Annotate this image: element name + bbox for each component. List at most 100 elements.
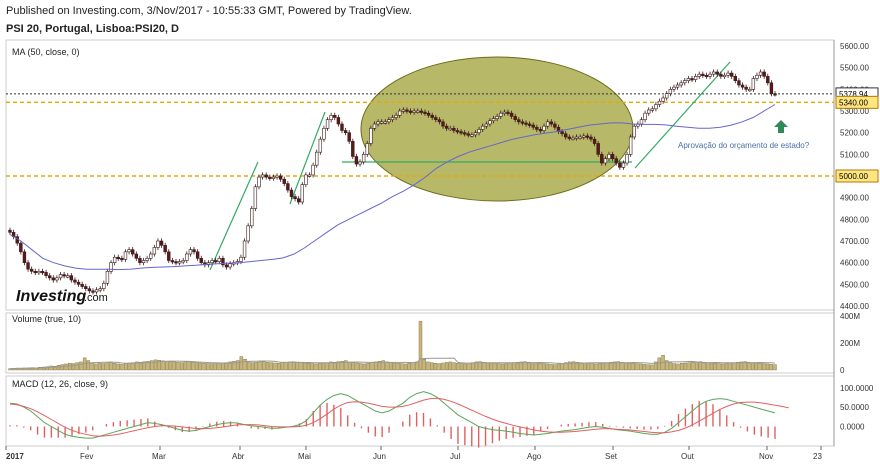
volume-bar [276, 363, 281, 371]
volume-bar [512, 362, 516, 371]
volume-bar [209, 363, 214, 371]
candle-body [564, 133, 568, 138]
volume-bar [691, 361, 695, 371]
candle-body [318, 138, 323, 153]
price-tick-label: 4600.00 [840, 259, 869, 268]
candle-body [643, 112, 647, 120]
candle-body [347, 132, 351, 142]
volume-bar [176, 361, 180, 371]
candle-body [766, 76, 770, 84]
volume-bar [135, 361, 139, 371]
candle-body [748, 89, 752, 92]
candle-body [603, 158, 608, 164]
volume-bar [355, 362, 359, 371]
volume-bar [38, 367, 42, 371]
candle-body [499, 112, 503, 117]
volume-bar [635, 363, 639, 371]
candle-body [686, 78, 691, 81]
volume-bar [381, 360, 385, 371]
volume-bar [441, 362, 445, 371]
volume-bar [206, 363, 210, 371]
volume-bar [247, 361, 251, 371]
volume-bar [683, 362, 688, 371]
candle-body [726, 72, 730, 76]
volume-bar [8, 368, 12, 371]
volume-bar [254, 361, 258, 371]
volume-bar [370, 362, 374, 371]
price-tick-label: 4400.00 [840, 302, 869, 311]
candle-body [351, 141, 355, 157]
ma-line [9, 104, 776, 271]
volume-bar [508, 362, 512, 371]
macd-tick-label: 50.0000 [840, 403, 869, 412]
volume-bar [426, 361, 430, 371]
candle-body [675, 84, 680, 88]
volume-bar [123, 363, 128, 371]
candle-body [625, 154, 629, 164]
volume-bar [127, 362, 132, 371]
candle-body [315, 151, 319, 166]
candle-body [517, 119, 521, 123]
volume-bar [694, 361, 699, 371]
candle-body [665, 93, 669, 99]
candle-body [574, 136, 579, 139]
x-tick-label: Mai [298, 452, 311, 461]
candle-body [199, 258, 203, 263]
candle-body [719, 73, 723, 77]
candle-body [751, 78, 756, 90]
volume-bar [161, 360, 165, 371]
volume-bar [530, 362, 535, 371]
x-tick-label: Abr [232, 452, 245, 461]
volume-bar [594, 363, 598, 371]
candle-body [430, 115, 434, 118]
candle-body [697, 73, 701, 77]
volume-bar [478, 361, 482, 371]
volume-bar [773, 364, 777, 371]
price-tick-label: 4700.00 [840, 237, 869, 246]
candle-body [383, 121, 387, 124]
candle-body [257, 176, 261, 188]
x-tick-label: Jun [373, 452, 386, 461]
candle-body [159, 240, 164, 246]
volume-bar [762, 363, 766, 371]
volume-bar [359, 363, 363, 371]
candle-body [37, 271, 41, 274]
candle-body [58, 274, 63, 279]
volume-bar [269, 362, 273, 371]
candle-body [484, 123, 489, 127]
candle-body [62, 274, 66, 277]
volume-bar [30, 367, 35, 371]
volume-bar [605, 362, 609, 371]
candle-body [549, 121, 553, 125]
candle-body [473, 132, 478, 136]
volume-bar [668, 362, 673, 371]
volume-bar [657, 357, 662, 371]
candle-body [527, 123, 532, 126]
candle-body [213, 260, 218, 263]
candle-body [491, 118, 496, 122]
volume-bar [471, 362, 475, 371]
volume-bar [609, 361, 613, 371]
x-tick-label: Set [605, 452, 618, 461]
volume-bar [545, 363, 550, 371]
candle-body [185, 253, 189, 261]
volume-tick-label: 0 [840, 366, 845, 375]
x-tick-label: Out [681, 452, 695, 461]
volume-bar [467, 363, 471, 371]
candle-body [683, 80, 687, 84]
volume-bar [56, 365, 61, 371]
candle-body [437, 119, 442, 123]
volume-bar [105, 362, 109, 371]
volume-bar [735, 361, 740, 371]
volume-bar [265, 361, 270, 371]
volume-bar [131, 362, 135, 371]
volume-bar [538, 363, 542, 371]
candle-body [307, 174, 312, 177]
candle-body [275, 175, 279, 178]
candle-body [325, 119, 330, 129]
ma-indicator-label: MA (50, close, 0) [12, 47, 80, 57]
volume-bar [299, 362, 303, 371]
candle-body [311, 164, 315, 176]
signal-line [9, 397, 789, 437]
volume-bar [616, 361, 620, 371]
